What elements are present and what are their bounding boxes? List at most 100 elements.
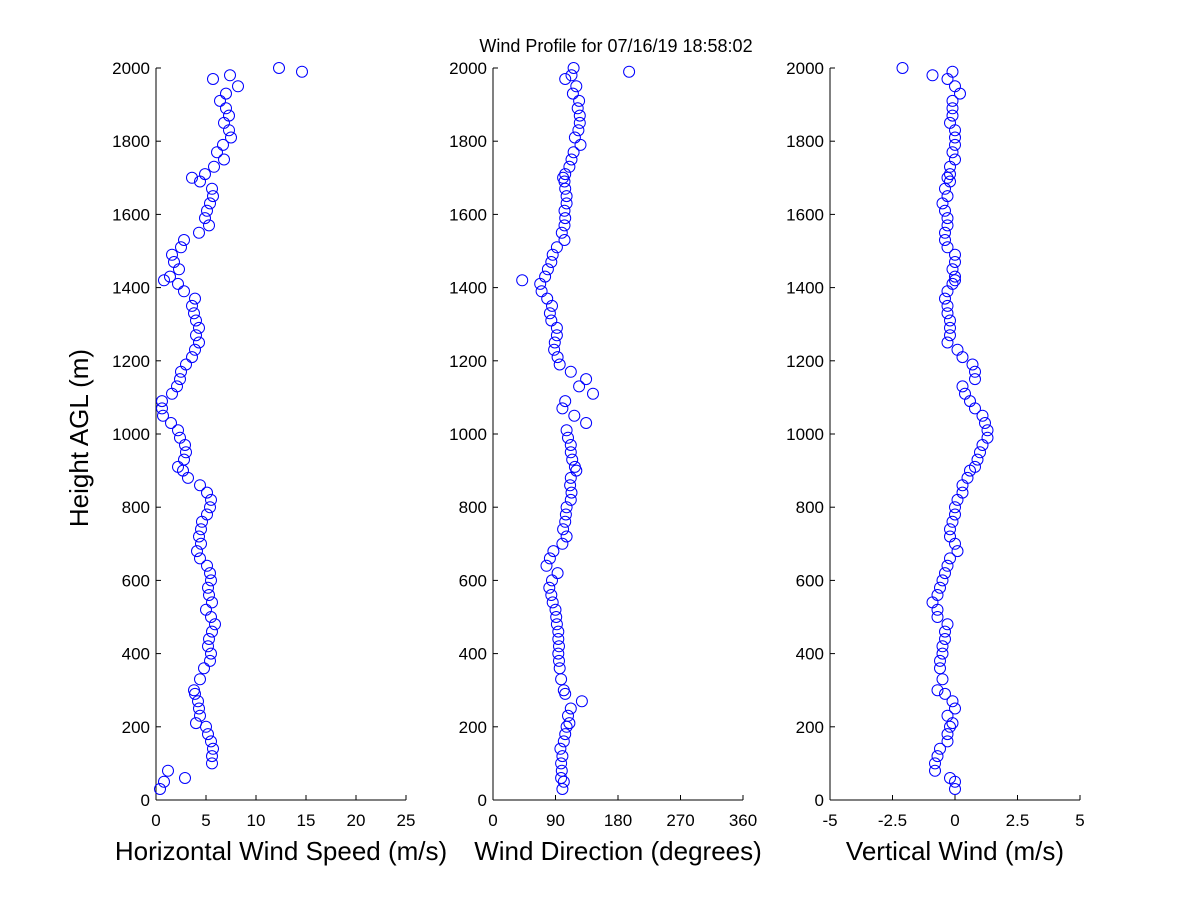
data-point (568, 409, 581, 422)
data-point (564, 479, 577, 492)
data-point (201, 204, 213, 217)
data-point (193, 226, 205, 239)
y-tick-label: 1600 (112, 205, 150, 224)
data-point (535, 285, 548, 298)
y-tick-label: 1000 (786, 425, 824, 444)
data-point (195, 523, 207, 536)
data-point (193, 530, 205, 543)
data-point (559, 212, 572, 225)
data-point (949, 248, 961, 261)
data-point (154, 783, 166, 795)
y-tick-label: 200 (796, 718, 824, 737)
data-point (959, 387, 971, 400)
data-point (556, 750, 569, 763)
data-point (157, 409, 169, 422)
y-tick-label: 800 (796, 498, 824, 517)
data-point (550, 611, 563, 623)
data-point (956, 486, 969, 499)
data-point (193, 336, 205, 349)
data-point (546, 248, 559, 261)
x-axis-label: Wind Direction (degrees) (474, 836, 762, 866)
data-point (553, 654, 565, 667)
data-point (195, 537, 207, 550)
x-tick-label: 20 (347, 811, 366, 830)
data-point (218, 153, 230, 166)
y-tick-label: 800 (122, 498, 150, 517)
data-point (580, 417, 593, 429)
data-point (944, 314, 956, 327)
data-point (949, 138, 961, 151)
data-point (204, 654, 216, 667)
data-point (541, 263, 554, 276)
data-point (186, 351, 198, 364)
data-point (563, 160, 576, 173)
data-point (567, 62, 580, 74)
panel-1: 0 200 400 600 800 1000 1200 1400 1600 1800 2000 0 5 1… (112, 59, 447, 866)
data-point (969, 365, 981, 378)
data-point (205, 735, 217, 748)
data-point (939, 633, 951, 645)
data-point (566, 453, 579, 466)
data-point (944, 523, 956, 536)
data-point (555, 757, 568, 770)
data-point (944, 175, 956, 188)
data-point (548, 343, 561, 356)
data-point (939, 234, 951, 246)
data-point (204, 197, 216, 210)
x-tick-label: 90 (546, 811, 565, 830)
y-tick-label: 1200 (449, 352, 487, 371)
data-point (946, 146, 959, 159)
data-point (568, 131, 581, 144)
x-tick-label: 15 (297, 811, 316, 830)
data-point (949, 153, 961, 166)
data-point (207, 190, 219, 203)
data-point (180, 446, 192, 459)
data-point (198, 662, 210, 675)
data-point (194, 673, 206, 686)
data-point (206, 757, 218, 770)
data-point (941, 299, 954, 312)
data-point (941, 728, 954, 741)
data-point (944, 772, 956, 784)
data-point (175, 241, 187, 254)
data-point (562, 709, 574, 722)
y-tick-label: 2000 (449, 59, 487, 78)
data-point (926, 69, 939, 82)
data-point (540, 559, 553, 572)
data-point (201, 559, 213, 572)
data-point (190, 314, 202, 327)
data-point (969, 460, 981, 473)
data-point (208, 160, 220, 173)
data-point (936, 574, 949, 587)
data-points (516, 62, 636, 795)
data-point (951, 545, 964, 558)
y-tick-label: 1600 (786, 205, 824, 224)
data-point (203, 219, 215, 232)
x-tick-label: 270 (666, 811, 694, 830)
data-point (551, 567, 564, 580)
data-point (944, 321, 956, 334)
data-point (166, 248, 178, 261)
data-point (559, 728, 572, 741)
data-point (552, 647, 565, 660)
x-tick-label: 5 (201, 811, 210, 830)
data-point (559, 508, 572, 521)
y-tick-label: 600 (459, 571, 487, 590)
data-point (179, 772, 191, 784)
data-point (158, 274, 170, 287)
data-point (556, 537, 569, 550)
data-point (557, 735, 570, 748)
data-point (171, 380, 183, 393)
data-point (956, 380, 969, 393)
data-point (552, 633, 565, 645)
data-point (552, 625, 565, 638)
panel-2: 0 200 400 600 800 1000 1200 1400 1600 1800 2000 0 90… (449, 59, 762, 866)
y-tick-label: 600 (796, 571, 824, 590)
data-point (560, 424, 573, 437)
data-point (204, 567, 216, 580)
data-points (154, 62, 308, 795)
data-point (550, 618, 563, 631)
y-tick-label: 1400 (112, 279, 150, 298)
data-point (205, 574, 217, 587)
